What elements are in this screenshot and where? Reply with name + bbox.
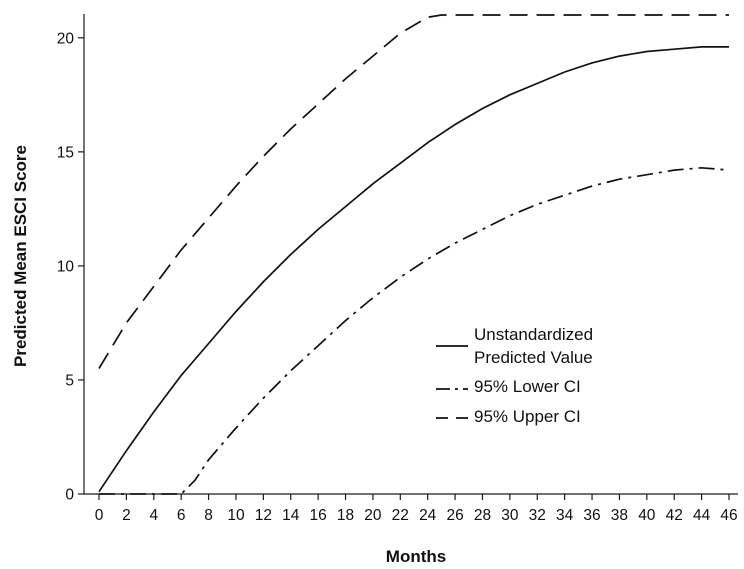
y-tick-label: 5 — [65, 372, 74, 389]
y-tick-label: 0 — [65, 487, 74, 504]
series-layer — [98, 14, 730, 495]
y-axis-ticks: 0 5 10 15 20 — [57, 30, 84, 504]
x-tick-label: 40 — [638, 507, 656, 524]
legend-label: Unstandardized — [474, 325, 593, 344]
x-tick-label: 42 — [666, 507, 683, 524]
x-tick-label: 26 — [446, 507, 463, 524]
y-tick-label: 15 — [57, 144, 74, 161]
x-axis-title: Months — [386, 547, 446, 566]
x-tick-label: 36 — [583, 507, 600, 524]
legend-label: 95% Lower CI — [474, 377, 581, 396]
x-tick-label: 12 — [255, 507, 272, 524]
x-tick-label: 38 — [611, 507, 628, 524]
x-tick-label: 34 — [556, 507, 574, 524]
x-tick-label: 22 — [392, 507, 409, 524]
x-tick-label: 2 — [122, 507, 131, 524]
series-line-1 — [98, 46, 729, 493]
x-tick-label: 44 — [693, 507, 711, 524]
x-tick-label: 4 — [149, 507, 158, 524]
x-tick-label: 24 — [419, 507, 437, 524]
x-tick-label: 18 — [337, 507, 354, 524]
legend-label: 95% Upper CI — [474, 407, 581, 426]
x-tick-label: 6 — [177, 507, 186, 524]
x-tick-label: 8 — [204, 507, 213, 524]
x-tick-label: 10 — [227, 507, 245, 524]
y-tick-label: 20 — [57, 30, 75, 47]
x-tick-label: 46 — [720, 507, 737, 524]
x-tick-label: 28 — [474, 507, 491, 524]
series-line-3 — [98, 14, 729, 369]
x-tick-label: 16 — [310, 507, 327, 524]
x-axis-ticks: 0 2 4 6 8 10 12 14 16 18 20 22 24 26 28 30 32 34 36 38 40 42 4… — [95, 494, 738, 524]
legend: Unstandardized Predicted Value 95% Lower C… — [436, 325, 593, 426]
x-tick-label: 0 — [95, 507, 104, 524]
axes — [83, 14, 738, 495]
x-tick-label: 30 — [501, 507, 519, 524]
y-axis-title: Predicted Mean ESCI Score — [11, 145, 30, 367]
x-tick-label: 14 — [282, 507, 300, 524]
legend-label: Predicted Value — [474, 348, 593, 367]
x-tick-label: 32 — [529, 507, 546, 524]
y-tick-label: 10 — [57, 258, 75, 275]
series-line-2 — [99, 166, 730, 495]
x-tick-label: 20 — [364, 507, 382, 524]
